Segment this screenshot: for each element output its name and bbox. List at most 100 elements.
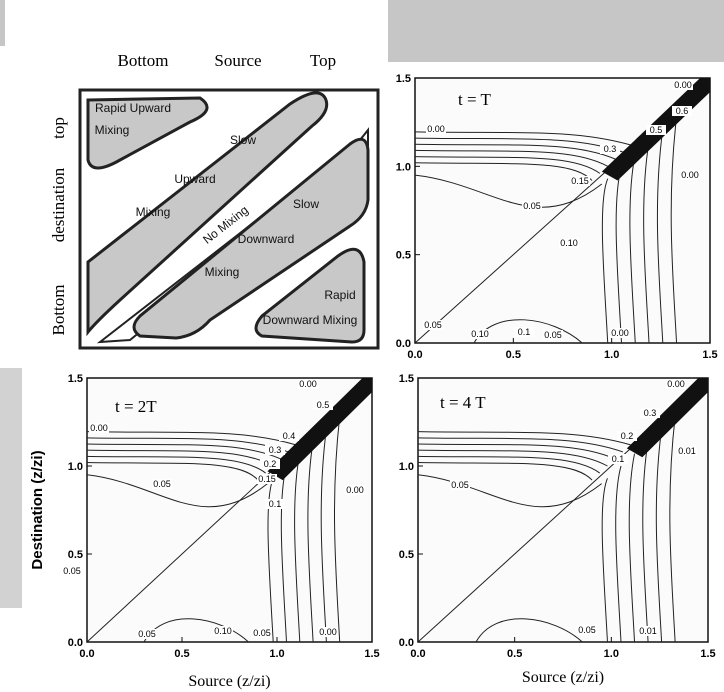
label-bg xyxy=(252,628,272,638)
region-label: Rapid xyxy=(324,288,355,302)
contour-line xyxy=(86,443,282,460)
x-tick-label: 1.0 xyxy=(269,648,284,660)
label-bg xyxy=(213,626,233,636)
contour-label: 0.5 xyxy=(317,400,330,410)
y-tick-label: 1.0 xyxy=(396,161,411,173)
label-bg xyxy=(514,327,534,337)
contour-line xyxy=(294,453,301,643)
schematic-diagram xyxy=(78,88,380,350)
x-tick-label: 0.0 xyxy=(79,648,94,660)
contour-label: 0.05 xyxy=(153,479,171,489)
contour-line xyxy=(414,162,593,181)
y-tick-label: 1.5 xyxy=(399,373,414,385)
contour-lines xyxy=(417,377,709,643)
contour-line xyxy=(656,129,664,344)
region-label: Slow xyxy=(230,133,256,147)
x-tick-label: 0.5 xyxy=(506,349,521,361)
y-tick-label: 1.5 xyxy=(68,373,83,385)
contour-line xyxy=(669,416,676,643)
label-bg xyxy=(617,431,637,441)
contour-label: 0.00 xyxy=(667,379,685,389)
label-bg xyxy=(423,320,443,330)
contour-line xyxy=(601,178,609,344)
contour-line xyxy=(414,143,616,160)
label-bg xyxy=(450,480,470,490)
contour-label: 0.00 xyxy=(346,485,364,495)
label-bg xyxy=(260,459,280,469)
contour-line xyxy=(86,449,274,467)
label-bg xyxy=(265,445,285,455)
x-tick-label: 0.0 xyxy=(410,648,425,660)
y-tick-label: 0.5 xyxy=(68,549,83,561)
x-axis-title: Source (z/zi) xyxy=(522,669,604,686)
label-bg xyxy=(345,485,365,495)
contour-line xyxy=(334,416,341,643)
label-bg xyxy=(298,379,318,389)
column-label: Bottom xyxy=(117,51,168,70)
contour-core xyxy=(626,378,708,458)
contour-line xyxy=(320,428,327,643)
contour-label: 0.05 xyxy=(523,201,541,211)
contour-label: 0.6 xyxy=(676,106,689,116)
label-bg xyxy=(570,176,590,186)
region-label: Slow xyxy=(293,197,319,211)
panel-title: t = T xyxy=(458,90,492,109)
row-label: Bottom xyxy=(49,284,68,335)
x-tick-label: 1.5 xyxy=(702,349,717,361)
contour-panel: 0.00.0 0.5 0.5 1.0 1.0 1.5 1.5 t = T 0.00 0.6 0.5 0… xyxy=(396,73,718,361)
contour-panel: 0.00.0 0.5 0.5 1.0 1.0 1.5 1.5 t = 2T 0.00 0.5 0.4… xyxy=(29,373,380,690)
label-bg xyxy=(152,479,172,489)
y-tick-label: 1.0 xyxy=(68,461,83,473)
x-tick-label: 1.0 xyxy=(604,648,619,660)
label-bg xyxy=(666,379,686,389)
panel-title: t = 4 T xyxy=(440,393,486,412)
contour-line xyxy=(417,455,601,474)
column-label: Source xyxy=(214,51,261,70)
label-bg xyxy=(257,474,277,484)
gray-block xyxy=(0,368,22,608)
contour-line xyxy=(267,478,274,643)
contour-label: 0.05 xyxy=(578,625,596,635)
contour-label: 0.15 xyxy=(571,176,589,186)
contour-label: 0.00 xyxy=(299,379,317,389)
label-bg xyxy=(543,330,563,340)
label-bg xyxy=(89,423,109,433)
contour-label: 0.00 xyxy=(674,80,692,90)
contour-label: 0.00 xyxy=(90,423,108,433)
contour-line xyxy=(417,461,593,481)
contour-label: 0.3 xyxy=(269,445,282,455)
contour-label: 0.01 xyxy=(678,446,696,456)
label-bg xyxy=(522,201,542,211)
contour-line xyxy=(307,441,314,643)
contour-label: 0.05 xyxy=(63,566,81,576)
y-tick-label: 0.5 xyxy=(396,250,411,262)
contour-label: 0.1 xyxy=(518,327,531,337)
contour-label: 0.01 xyxy=(639,626,657,636)
contour-label: 0.05 xyxy=(138,629,156,639)
label-bg xyxy=(318,627,338,637)
label-bg xyxy=(600,144,620,154)
column-label: Top xyxy=(310,51,336,70)
contour-label: 0.2 xyxy=(621,431,634,441)
contour-label: 0.05 xyxy=(424,320,442,330)
label-bg xyxy=(577,625,597,635)
contour-line xyxy=(414,156,601,174)
contour-line xyxy=(280,465,287,643)
contour-line xyxy=(86,474,268,508)
panel-title: t = 2T xyxy=(115,397,157,416)
contour-line xyxy=(414,149,608,167)
contour-line xyxy=(417,449,608,467)
region-label: Downward xyxy=(238,232,295,246)
contour-line xyxy=(629,153,636,344)
contour-label: 0.05 xyxy=(253,628,271,638)
contour-label: 0.05 xyxy=(544,330,562,340)
label-bg xyxy=(279,431,299,441)
label-bg xyxy=(677,446,697,456)
region-label: Mixing xyxy=(136,205,171,219)
x-tick-label: 1.0 xyxy=(604,349,619,361)
y-tick-label: 0.0 xyxy=(68,637,83,649)
contour-label: 0.00 xyxy=(681,170,699,180)
contour-label: 0.3 xyxy=(604,144,617,154)
contour-line xyxy=(417,474,602,508)
